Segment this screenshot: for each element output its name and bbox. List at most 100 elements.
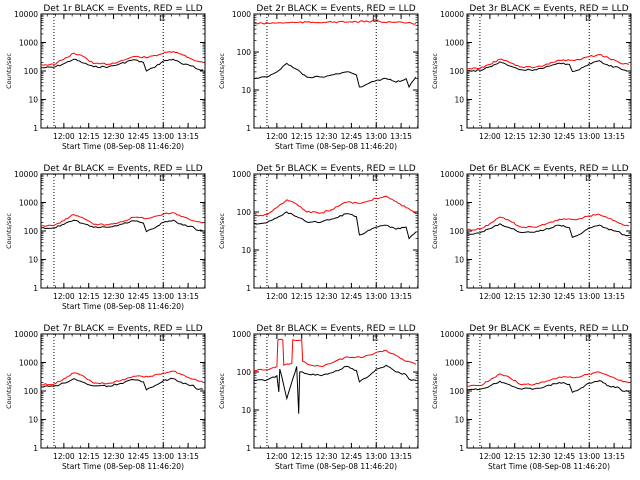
x-tick-label: 13:15 (390, 452, 412, 461)
x-tick-label: 13:00 (152, 132, 174, 141)
y-tick-label: 1000 (445, 199, 464, 208)
x-tick-label: 12:15 (504, 292, 526, 301)
chart-panel-2: Det 2r BLACK = Events, RED = LLD 1 10 100 10… (218, 4, 419, 151)
x-tick-label: 13:00 (578, 452, 600, 461)
x-tick-label: 12:00 (266, 452, 288, 461)
y-tick-label: 100 (237, 48, 252, 57)
series-line-events (40, 377, 204, 391)
x-tick-label: 12:15 (78, 132, 100, 141)
y-axis-label: Counts/sec (218, 213, 226, 249)
x-tick-label: 12:45 (554, 452, 576, 461)
x-tick-label: 13:00 (578, 132, 600, 141)
y-tick-label: 1000 (19, 39, 38, 48)
x-axis-label: Start Time (08-Sep-08 11:46:20) (62, 302, 184, 311)
series-line-lld (40, 212, 204, 227)
x-tick-label: 12:30 (529, 452, 551, 461)
chart-title: Det 3r BLACK = Events, RED = LLD (469, 4, 628, 14)
x-axis-label: Start Time (08-Sep-08 11:46:20) (62, 142, 184, 151)
series-line-lld (253, 195, 417, 217)
series-line-events (466, 60, 629, 73)
x-tick-label: 13:15 (603, 452, 625, 461)
y-axis-label: Counts/sec (5, 373, 13, 409)
y-tick-label: 10 (28, 96, 38, 105)
y-axis-label: Counts/sec (218, 373, 226, 409)
x-tick-label: 13:00 (152, 292, 174, 301)
x-tick-label: 12:15 (291, 452, 313, 461)
chart-panel-7: Det 7r BLACK = Events, RED = LLD 1 10 100 10… (5, 324, 206, 471)
x-tick-label: 12:00 (53, 452, 75, 461)
y-axis-label: Counts/sec (431, 373, 439, 409)
y-tick-label: 10000 (440, 170, 464, 179)
chart-title: Det 6r BLACK = Events, RED = LLD (469, 164, 628, 174)
y-tick-label: 1 (246, 284, 251, 293)
plot-frame (466, 173, 632, 289)
y-tick-label: 10000 (14, 10, 38, 19)
y-tick-label: 1 (33, 444, 38, 453)
x-axis-label: Start Time (08-Sep-08 11:46:20) (275, 462, 397, 471)
y-tick-label: 10 (454, 256, 464, 265)
x-tick-label: 12:30 (103, 452, 125, 461)
x-tick-label: 12:30 (316, 452, 338, 461)
series-line-events (40, 219, 204, 233)
x-tick-label: 12:00 (53, 132, 75, 141)
chart-panel-9: Det 9r BLACK = Events, RED = LLD 1 10 100 10… (431, 324, 632, 471)
y-tick-label: 10 (454, 416, 464, 425)
plot-frame (253, 173, 419, 289)
y-axis-label: Counts/sec (5, 53, 13, 89)
x-tick-label: 12:00 (266, 292, 288, 301)
y-tick-label: 100 (450, 227, 465, 236)
y-axis-label: Counts/sec (431, 53, 439, 89)
y-tick-label: 10 (241, 406, 251, 415)
x-tick-label: 13:15 (390, 132, 412, 141)
x-tick-label: 13:00 (365, 132, 387, 141)
plot-frame (253, 333, 419, 449)
chart-title: Det 9r BLACK = Events, RED = LLD (469, 324, 628, 334)
y-tick-label: 10000 (440, 10, 464, 19)
x-tick-label: 13:15 (177, 292, 199, 301)
plot-frame (466, 333, 632, 449)
y-tick-label: 1 (459, 124, 464, 133)
chart-title: Det 7r BLACK = Events, RED = LLD (43, 324, 202, 334)
x-tick-label: 12:15 (291, 132, 313, 141)
series-line-lld (40, 370, 204, 386)
x-tick-label: 12:00 (53, 292, 75, 301)
y-axis-label: Counts/sec (218, 53, 226, 89)
x-tick-label: 12:00 (479, 292, 501, 301)
x-tick-label: 12:15 (291, 292, 313, 301)
x-tick-label: 12:30 (103, 132, 125, 141)
x-tick-label: 12:30 (316, 292, 338, 301)
x-tick-label: 12:30 (316, 132, 338, 141)
y-tick-label: 1000 (445, 39, 464, 48)
y-axis-label: Counts/sec (431, 213, 439, 249)
y-tick-label: 10 (241, 246, 251, 255)
y-tick-label: 1000 (19, 199, 38, 208)
x-tick-label: 13:15 (177, 132, 199, 141)
chart-panel-3: Det 3r BLACK = Events, RED = LLD 1 10 100 10… (431, 4, 632, 141)
x-axis-label: Start Time (08-Sep-08 11:46:20) (62, 462, 184, 471)
x-tick-label: 12:45 (128, 292, 150, 301)
x-tick-label: 12:30 (529, 132, 551, 141)
y-tick-label: 10 (241, 86, 251, 95)
x-axis-label: Start Time (08-Sep-08 11:46:20) (488, 462, 610, 471)
y-tick-label: 1 (459, 444, 464, 453)
x-tick-label: 13:00 (152, 452, 174, 461)
series-line-events (466, 223, 630, 238)
series-line-lld (253, 338, 417, 372)
chart-panel-6: Det 6r BLACK = Events, RED = LLD 1 10 100 10… (431, 164, 632, 301)
y-tick-label: 100 (24, 227, 39, 236)
chart-title: Det 8r BLACK = Events, RED = LLD (256, 324, 415, 334)
x-tick-label: 12:00 (266, 132, 288, 141)
series-line-events (253, 62, 417, 89)
plot-frame (40, 333, 206, 449)
series-line-events (254, 364, 417, 414)
x-tick-label: 12:00 (479, 452, 501, 461)
x-tick-label: 13:00 (365, 452, 387, 461)
y-tick-label: 10000 (14, 330, 38, 339)
y-tick-label: 100 (237, 208, 252, 217)
x-tick-label: 12:45 (341, 132, 363, 141)
x-tick-label: 12:15 (78, 292, 100, 301)
series-line-lld (40, 51, 204, 66)
plot-frame (253, 13, 419, 129)
y-tick-label: 1 (33, 284, 38, 293)
